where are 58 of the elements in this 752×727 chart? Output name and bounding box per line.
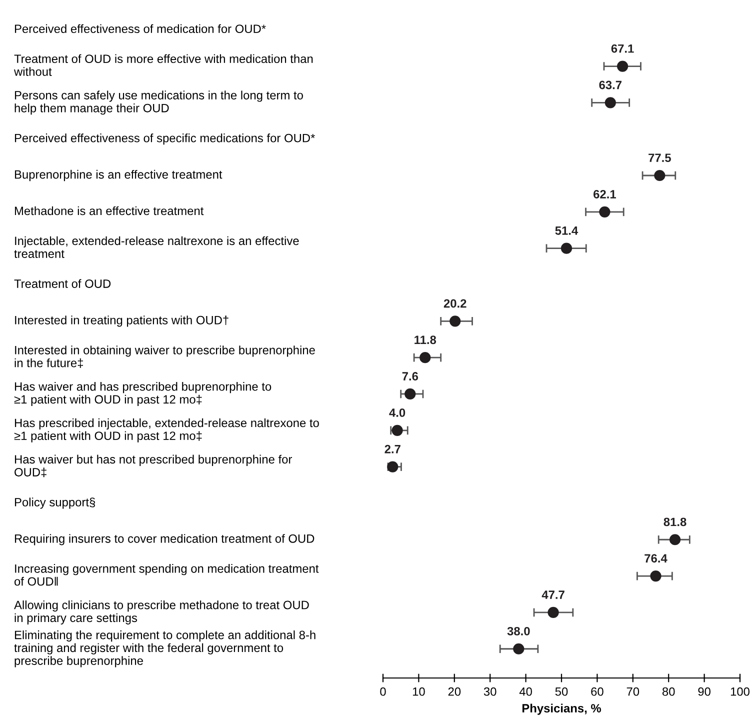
x-tick-label: 80 <box>662 687 675 696</box>
data-label: 4.0 <box>389 408 406 417</box>
point <box>616 60 628 72</box>
x-tick-label: 60 <box>591 687 604 696</box>
data-label: 81.8 <box>664 518 686 526</box>
point <box>650 570 662 582</box>
x-tick-label: 90 <box>698 687 710 696</box>
x-tick-label: 50 <box>555 687 568 696</box>
point <box>420 352 431 364</box>
point <box>669 534 681 546</box>
y-tick-label: Injectable, extended-release naltrexone is an effective treatment <box>14 236 299 258</box>
data-label: 38.0 <box>507 626 530 636</box>
y-tick-label: Increasing government spending on medication treatment of OUD‖ <box>14 564 319 586</box>
x-tick-label: 10 <box>412 687 425 696</box>
data-label: 63.7 <box>599 80 622 90</box>
x-tick-label: 0 <box>380 687 386 696</box>
point <box>548 606 559 618</box>
y-tick-label: Policy support§ <box>14 498 95 509</box>
data-label: 62.1 <box>594 190 616 198</box>
data-label: 76.4 <box>644 554 668 563</box>
data-label: 11.8 <box>414 336 436 344</box>
y-tick-label: Treatment of OUD is more effective with medication than without <box>14 54 313 76</box>
point <box>404 388 416 400</box>
x-tick-label: 100 <box>730 687 750 696</box>
y-tick-label: Requiring insurers to cover medication treatment of OUD <box>14 534 314 546</box>
point <box>604 97 616 108</box>
y-tick-label: Has prescribed injectable, extended-release naltrexone to ≥1 patient with OUD in past 12 mo‡ <box>14 418 319 442</box>
y-tick-label: Has waiver but has not prescribed buprenorphine for OUD‡ <box>14 454 292 478</box>
point <box>392 424 403 436</box>
y-tick-label: Persons can safely use medications in the long term to help them manage their OUD <box>14 90 303 115</box>
y-tick-label: Methadone is an effective treatment <box>14 206 204 216</box>
y-tick-label: Allowing clinicians to prescribe methadone to treat OUD in primary care settings <box>14 600 309 624</box>
x-axis-title: Physicians, % <box>522 704 602 715</box>
y-tick-label: Interested in treating patients with OUD† <box>15 316 228 327</box>
y-tick-label: Perceived effectiveness of medication for OUD* <box>14 24 266 34</box>
data-label: 7.6 <box>402 372 418 381</box>
x-tick-label: 70 <box>626 687 640 696</box>
point <box>560 242 572 254</box>
data-label: 47.7 <box>542 590 564 599</box>
data-label: 67.1 <box>611 44 634 53</box>
data-label: 20.2 <box>444 299 466 308</box>
point <box>513 643 524 654</box>
x-tick-label: 40 <box>519 687 532 696</box>
y-tick-label: Buprenorphine is an effective treatment <box>14 170 222 182</box>
y-tick-label: Interested in obtaining waiver to prescribe buprenorphine in the future‡ <box>14 346 315 368</box>
x-tick-label: 30 <box>484 687 496 696</box>
point <box>450 316 461 327</box>
y-tick-label: Perceived effectiveness of specific medications for OUD* <box>14 134 315 145</box>
point <box>387 461 398 472</box>
y-tick-label: Has waiver and has prescribed buprenorphine to ≥1 patient with OUD in past 12 mo‡ <box>14 382 272 406</box>
point <box>654 170 666 182</box>
data-label: 51.4 <box>555 226 578 235</box>
data-label: 2.7 <box>384 444 400 454</box>
point <box>599 206 610 218</box>
x-tick-label: 20 <box>448 687 461 696</box>
y-tick-label: Eliminating the requirement to complete an additional 8-h training and register with the federal government to prescribe buprenorphine <box>14 630 316 668</box>
y-tick-label: Treatment of OUD <box>14 279 111 288</box>
data-label: 77.5 <box>648 154 671 162</box>
